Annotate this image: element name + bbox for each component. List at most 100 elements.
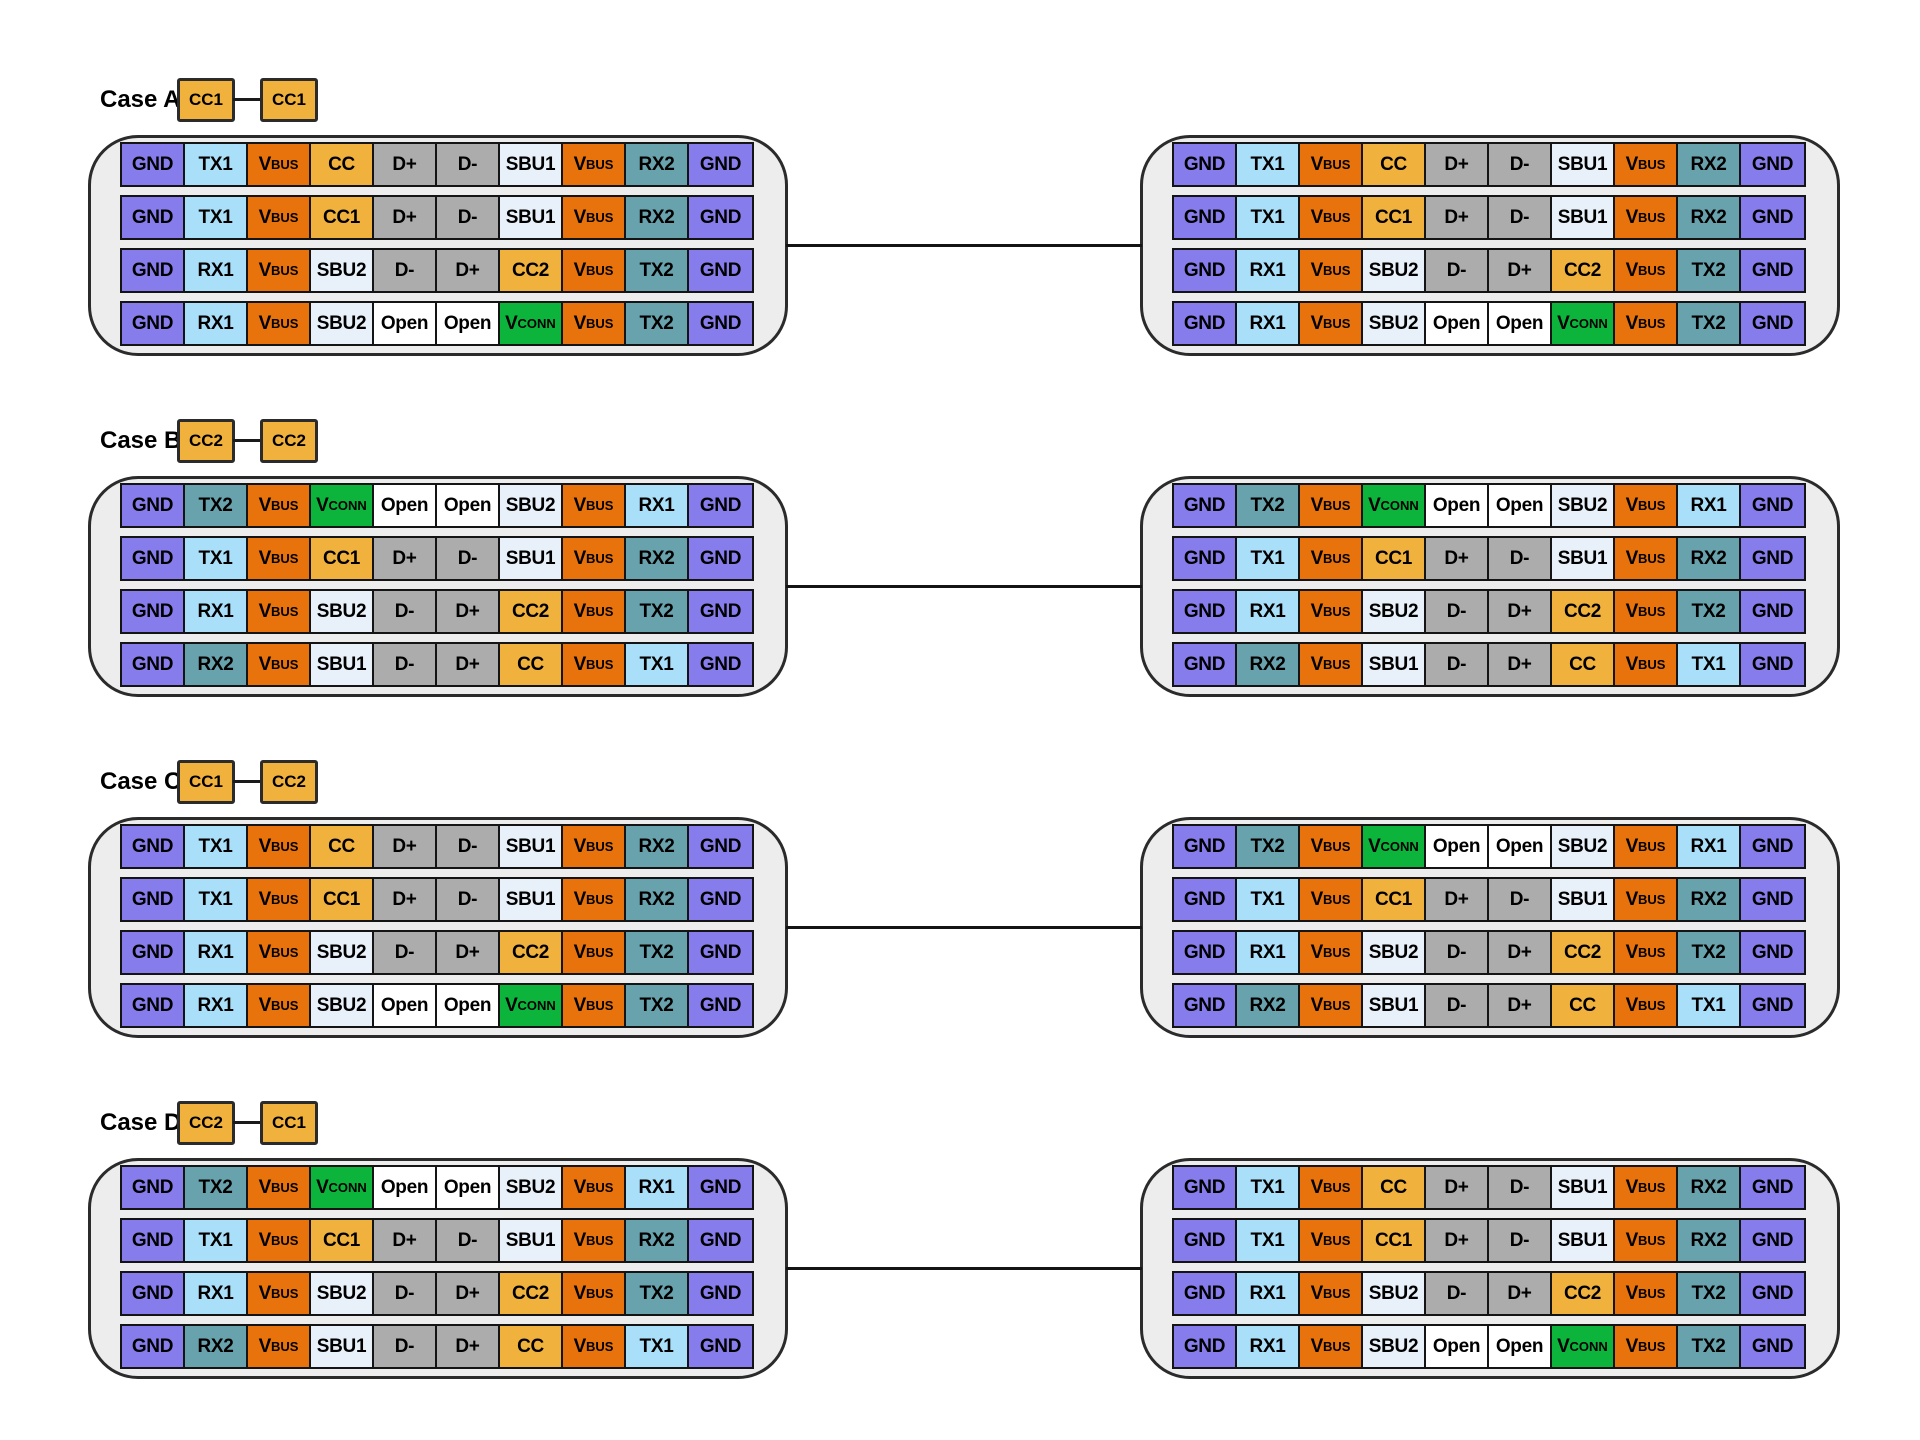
pin-gnd: GND [122,538,185,579]
pin-label-smallcaps: BUS [585,498,614,513]
pin-tx2: TX2 [1678,1326,1741,1367]
pin-label-smallcaps: BUS [585,316,614,331]
pin-cc2: CC2 [1552,932,1615,973]
pin-vbus: V BUS [1615,250,1678,291]
pin-label-smallcaps: BUS [1637,839,1666,854]
pin-vbus: V BUS [563,303,626,344]
pin-tx1: TX1 [185,1220,248,1261]
pin-vbus: V BUS [563,879,626,920]
pin-dminus: D- [374,1273,437,1314]
pin-gnd: GND [1741,250,1804,291]
pin-dminus: D- [1489,879,1552,920]
pin-tx1: TX1 [185,826,248,867]
pin-label-smallcaps: BUS [585,263,614,278]
pin-gnd: GND [1174,1167,1237,1208]
pin-vbus: V BUS [563,1273,626,1314]
pin-rx2: RX2 [1678,538,1741,579]
case-label: Case B: [100,427,190,454]
pin-tx2: TX2 [1237,826,1300,867]
pin-cc1: CC1 [311,1220,374,1261]
pin-vbus: V BUS [1615,485,1678,526]
cc-plug-box-left: CC1 [177,78,235,122]
pin-rx2: RX2 [626,879,689,920]
pin-row-4: GND RX2 V BUS SBU1 D- D+ CC V BUS TX1 GND [1172,983,1806,1028]
pin-sbu1: SBU1 [500,144,563,185]
pin-cc2: CC2 [1552,591,1615,632]
cc-plug-link-line [233,780,260,783]
pin-row-1: GND TX2 V BUS V CONN Open Open SBU2 V BUS RX1 GND [1172,483,1806,528]
pin-gnd: GND [689,1167,752,1208]
pin-gnd: GND [1174,250,1237,291]
pin-open: Open [374,1167,437,1208]
pin-tx2: TX2 [1237,485,1300,526]
usb-connector-left: GND TX2 V BUS V CONN Open Open SBU2 V BUS RX1 GND GND… [88,1158,788,1379]
pin-row-4: GND RX2 V BUS SBU1 D- D+ CC V BUS TX1 GND [120,642,754,687]
pin-vbus: V BUS [563,144,626,185]
pin-dplus: D+ [437,591,500,632]
pin-row-4: GND RX1 V BUS SBU2 Open Open V CONN V BUS TX2 GND [120,983,754,1028]
pin-tx2: TX2 [1678,250,1741,291]
pin-label-smallcaps: BUS [270,498,299,513]
pin-vbus: V BUS [248,485,311,526]
pin-gnd: GND [1741,303,1804,344]
pin-gnd: GND [1741,1220,1804,1261]
pin-label-smallcaps: BUS [270,316,299,331]
pin-tx1: TX1 [185,879,248,920]
pin-vbus: V BUS [248,144,311,185]
pin-row-3: GND RX1 V BUS SBU2 D- D+ CC2 V BUS TX2 GND [1172,930,1806,975]
usb-connector-right: GND TX2 V BUS V CONN Open Open SBU2 V BUS RX1 GND GND… [1140,817,1840,1038]
pin-dplus: D+ [1426,879,1489,920]
pin-sbu1: SBU1 [500,197,563,238]
cable-line [786,585,1142,588]
pin-row-1: GND TX2 V BUS V CONN Open Open SBU2 V BUS RX1 GND [1172,824,1806,869]
pin-gnd: GND [122,250,185,291]
pin-dminus: D- [1489,197,1552,238]
pin-gnd: GND [689,644,752,685]
pin-row-3: GND RX1 V BUS SBU2 D- D+ CC2 V BUS TX2 GND [120,248,754,293]
pin-label-smallcaps: BUS [270,263,299,278]
pin-sbu1: SBU1 [1363,644,1426,685]
pin-vbus: V BUS [563,538,626,579]
cc-plug-box-left: CC2 [177,419,235,463]
pin-sbu2: SBU2 [1363,303,1426,344]
pin-gnd: GND [122,985,185,1026]
pin-dminus: D- [1489,1167,1552,1208]
pin-rx2: RX2 [626,538,689,579]
pin-label-smallcaps: BUS [1637,498,1666,513]
pin-tx1: TX1 [185,538,248,579]
pin-label-smallcaps: BUS [585,1180,614,1195]
pin-label-smallcaps: BUS [585,945,614,960]
pin-dplus: D+ [437,250,500,291]
pin-vbus: V BUS [248,1220,311,1261]
pin-gnd: GND [689,985,752,1026]
pin-dminus: D- [437,538,500,579]
pin-vconn: V CONN [311,1167,374,1208]
pin-dminus: D- [374,591,437,632]
pin-gnd: GND [1174,1326,1237,1367]
pin-tx1: TX1 [626,1326,689,1367]
pin-dminus: D- [1489,144,1552,185]
pin-sbu2: SBU2 [311,932,374,973]
pin-vbus: V BUS [1300,197,1363,238]
pin-rx2: RX2 [626,1220,689,1261]
pin-label-smallcaps: BUS [270,945,299,960]
pin-dplus: D+ [1489,932,1552,973]
pin-dminus: D- [1426,1273,1489,1314]
pin-cc: CC [1363,1167,1426,1208]
pin-dplus: D+ [374,826,437,867]
pin-vbus: V BUS [1300,826,1363,867]
pin-vconn: V CONN [311,485,374,526]
pin-vbus: V BUS [1300,485,1363,526]
case-label: Case A: [100,86,189,113]
pin-dminus: D- [1426,985,1489,1026]
pin-label-smallcaps: BUS [1637,657,1666,672]
pin-vbus: V BUS [1300,250,1363,291]
pin-gnd: GND [1741,1273,1804,1314]
pin-vconn: V CONN [1552,1326,1615,1367]
pin-sbu2: SBU2 [1363,932,1426,973]
pin-tx2: TX2 [626,303,689,344]
pin-vbus: V BUS [563,1220,626,1261]
cc-plug-box-left: CC1 [177,760,235,804]
pin-row-2: GND TX1 V BUS CC1 D+ D- SBU1 V BUS RX2 GND [120,1218,754,1263]
pin-label-smallcaps: CONN [328,1180,367,1195]
